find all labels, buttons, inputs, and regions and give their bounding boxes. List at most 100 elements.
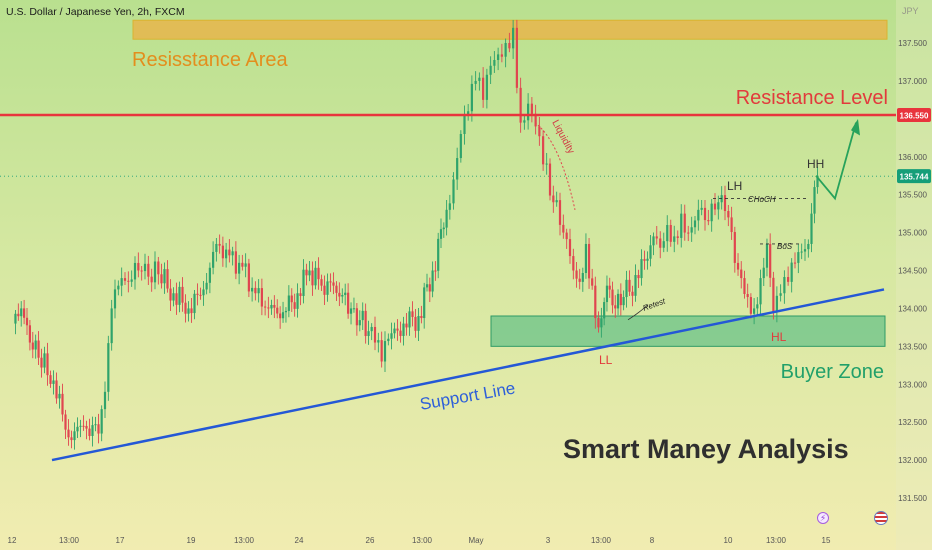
candle-body	[552, 195, 555, 203]
candle-body	[231, 251, 234, 256]
candle-body	[25, 317, 29, 326]
candle-body	[591, 278, 594, 286]
x-tick-label: 10	[724, 536, 733, 545]
x-tick-label: 26	[366, 536, 375, 545]
candle-body	[225, 249, 228, 259]
candle-body	[270, 304, 273, 309]
candle-body	[61, 393, 64, 415]
symbol-title: U.S. Dollar / Japanese Yen, 2h, FXCM	[6, 6, 185, 18]
candle-body	[723, 195, 727, 212]
candle-body	[434, 270, 437, 272]
x-tick-label: 15	[822, 536, 831, 545]
candle-body	[380, 340, 383, 362]
candle-body	[408, 311, 411, 328]
candle-body	[482, 77, 485, 100]
candle-body	[284, 310, 288, 313]
candle-body	[625, 279, 628, 298]
candle-body	[273, 304, 276, 308]
candle-body	[187, 308, 190, 314]
candle-body	[572, 256, 575, 271]
candle-body	[251, 287, 254, 292]
candle-body	[769, 243, 772, 278]
candle-body	[70, 437, 73, 441]
support-line-label: Support Line	[418, 378, 516, 413]
lightning-bolt-icon[interactable]: ⚡	[817, 512, 829, 524]
candle-body	[260, 288, 263, 307]
candle-body	[123, 278, 127, 281]
x-tick-label: 12	[8, 536, 17, 545]
candle-body	[597, 318, 600, 328]
candle-body	[373, 326, 377, 343]
candle-body	[46, 353, 49, 376]
candle-body	[470, 83, 473, 112]
y-tick-label: 135.500	[898, 191, 927, 200]
candle-body	[221, 245, 224, 259]
candle-body	[64, 414, 67, 430]
currency-label: JPY	[902, 6, 919, 16]
candle-body	[147, 263, 150, 277]
candle-body	[257, 288, 260, 294]
candle-body	[659, 238, 662, 248]
us-flag-icon[interactable]	[874, 511, 888, 525]
candle-body	[448, 203, 451, 210]
candle-body	[428, 284, 431, 292]
candle-body	[113, 289, 117, 309]
candle-body	[489, 65, 492, 75]
candle-body	[759, 278, 762, 305]
candle-body	[234, 251, 237, 274]
candle-body	[364, 310, 367, 337]
candle-body	[308, 270, 311, 276]
candle-body	[52, 380, 55, 384]
candle-body	[733, 232, 736, 263]
candle-body	[133, 262, 137, 280]
candle-body	[299, 293, 302, 297]
candle-body	[640, 259, 643, 279]
candle-body	[783, 277, 786, 294]
candle-body	[727, 211, 730, 218]
candle-body	[600, 318, 603, 328]
candle-body	[405, 323, 408, 328]
projection-arrowhead	[851, 118, 860, 136]
candle-body	[687, 232, 690, 234]
buyer-zone[interactable]	[490, 315, 886, 347]
candle-body	[756, 304, 759, 309]
candle-body	[666, 225, 669, 242]
candle-body	[628, 279, 631, 292]
candle-body	[637, 275, 640, 279]
candle-body	[332, 282, 335, 286]
y-tick-label: 134.000	[898, 304, 927, 313]
candle-body	[17, 313, 20, 317]
candle-body	[442, 227, 445, 230]
x-tick-label: 19	[187, 536, 196, 545]
candle-body	[662, 241, 665, 248]
candle-body	[396, 328, 399, 331]
candle-body	[244, 263, 247, 267]
candle-body	[157, 261, 160, 275]
support-line[interactable]	[51, 288, 885, 462]
candle-body	[238, 262, 241, 274]
resistance-area-zone[interactable]	[132, 19, 888, 40]
candle-body	[82, 425, 85, 427]
candle-body	[614, 305, 617, 309]
candle-body	[402, 323, 405, 336]
x-tick-label: 13:00	[591, 536, 612, 545]
hl-label: HL	[771, 330, 787, 344]
candle-body	[459, 134, 462, 159]
candle-body	[199, 294, 202, 296]
candle-body	[94, 424, 97, 426]
candle-body	[120, 278, 123, 286]
candle-body	[463, 115, 466, 134]
candle-body	[519, 87, 522, 123]
candle-body	[267, 307, 270, 309]
candle-body	[772, 277, 775, 313]
candle-body	[816, 175, 819, 188]
candle-body	[575, 270, 578, 279]
candle-body	[137, 262, 140, 271]
candle-body	[439, 229, 443, 239]
candle-body	[762, 267, 765, 279]
bos-label: BoS	[777, 242, 793, 251]
candle-body	[622, 297, 625, 306]
candle-body	[85, 425, 88, 429]
